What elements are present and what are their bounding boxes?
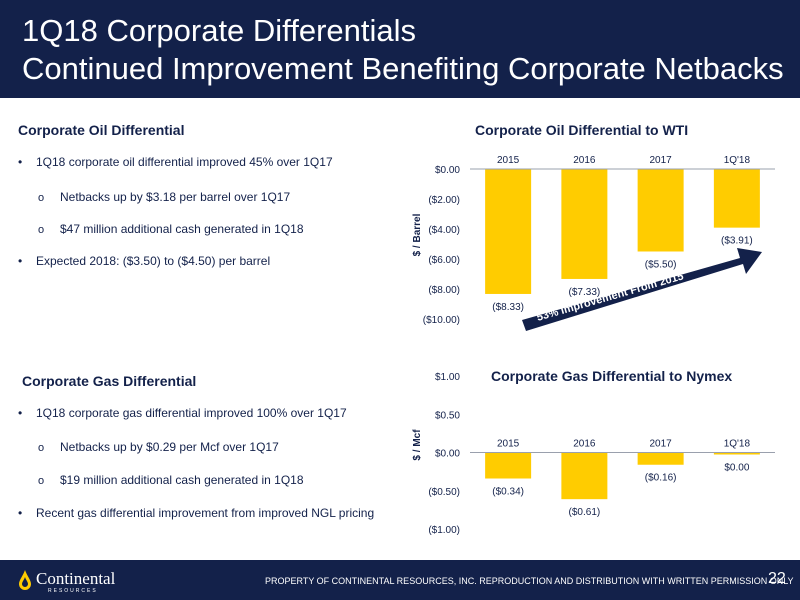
sub-marker: o	[38, 192, 45, 204]
page-number: 22	[768, 570, 786, 587]
category-label: 1Q'18	[724, 439, 751, 450]
bar	[561, 452, 608, 500]
data-label: ($0.34)	[492, 487, 524, 498]
bar	[485, 452, 532, 479]
bullet-marker: •	[18, 406, 23, 420]
y-axis-label: $ / Mcf	[412, 429, 423, 461]
bar	[713, 169, 760, 228]
category-label: 2016	[573, 439, 596, 450]
y-tick-label: ($2.00)	[428, 195, 460, 206]
bar	[561, 169, 608, 279]
y-tick-label: ($0.50)	[428, 487, 460, 498]
oil-sub-2: o $47 million additional cash generated i…	[38, 222, 304, 236]
data-label: ($3.91)	[721, 236, 753, 247]
y-tick-label: ($8.00)	[428, 285, 460, 296]
y-tick-label: ($1.00)	[428, 525, 460, 536]
y-tick-label: $0.00	[435, 165, 460, 176]
gas-sub-1: o Netbacks up by $0.29 per Mcf over 1Q17	[38, 440, 279, 454]
y-tick-label: $1.00	[435, 372, 460, 383]
oil-bullet-2-text: Expected 2018: ($3.50) to ($4.50) per ba…	[36, 254, 271, 268]
oil-bullet-1: • 1Q18 corporate oil differential improve…	[18, 155, 333, 169]
gas-section-title: Corporate Gas Differential	[22, 373, 197, 389]
data-label: ($8.33)	[492, 302, 524, 313]
gas-sub-2: o $19 million additional cash generated i…	[38, 473, 304, 487]
gas-bullet-2-text: Recent gas differential improvement from…	[36, 506, 375, 520]
gas-bullet-2: • Recent gas differential improvement fro…	[18, 506, 374, 520]
oil-sub-2-text: $47 million additional cash generated in…	[60, 222, 304, 236]
data-label: $0.00	[724, 463, 749, 474]
footer-bar: Continental RESOURCES PROPERTY OF CONTIN…	[0, 560, 800, 600]
bar	[637, 452, 684, 465]
oil-section-title: Corporate Oil Differential	[18, 122, 185, 138]
gas-bullet-1-text: 1Q18 corporate gas differential improved…	[36, 406, 347, 420]
y-tick-label: $0.00	[435, 449, 460, 460]
oil-sub-1-text: Netbacks up by $3.18 per barrel over 1Q1…	[60, 190, 291, 204]
gas-sub-1-text: Netbacks up by $0.29 per Mcf over 1Q17	[60, 440, 279, 454]
bar	[485, 169, 532, 294]
y-tick-label: $0.50	[435, 410, 460, 421]
logo-subtext: RESOURCES	[48, 588, 98, 594]
y-tick-label: ($6.00)	[428, 255, 460, 266]
gas-bullet-1: • 1Q18 corporate gas differential improve…	[18, 406, 347, 420]
oil-chart-title: Corporate Oil Differential to WTI	[475, 122, 689, 138]
category-label: 2016	[573, 155, 596, 166]
data-label: ($0.16)	[645, 473, 677, 484]
logo-wordmark: Continental	[36, 569, 116, 588]
page-title-line1: 1Q18 Corporate Differentials	[22, 13, 417, 48]
bullet-marker: •	[18, 254, 23, 268]
data-label: ($7.33)	[569, 287, 601, 298]
page-title-line2: Continued Improvement Benefiting Corpora…	[22, 51, 784, 86]
oil-sub-1: o Netbacks up by $3.18 per barrel over 1Q…	[38, 190, 290, 204]
category-label: 2017	[650, 155, 673, 166]
y-tick-label: ($10.00)	[423, 315, 460, 326]
header-banner: 1Q18 Corporate Differentials Continued I…	[0, 0, 800, 98]
sub-marker: o	[38, 475, 45, 487]
bar	[637, 169, 684, 252]
bar	[713, 452, 760, 455]
category-label: 2017	[650, 439, 673, 450]
gas-chart-title: Corporate Gas Differential to Nymex	[491, 368, 733, 384]
bullet-marker: •	[18, 155, 23, 169]
category-label: 1Q'18	[724, 155, 751, 166]
oil-drop-icon	[19, 570, 31, 590]
oil-bullet-1-text: 1Q18 corporate oil differential improved…	[36, 155, 333, 169]
category-label: 2015	[497, 155, 520, 166]
improvement-arrow	[522, 248, 762, 331]
data-label: ($5.50)	[645, 260, 677, 271]
y-axis-label: $ / Barrel	[412, 213, 423, 256]
bullet-marker: •	[18, 506, 23, 520]
copyright-notice: PROPERTY OF CONTINENTAL RESOURCES, INC. …	[265, 576, 794, 586]
sub-marker: o	[38, 224, 45, 236]
y-tick-label: ($4.00)	[428, 225, 460, 236]
sub-marker: o	[38, 442, 45, 454]
data-label: ($0.61)	[569, 507, 601, 518]
category-label: 2015	[497, 439, 520, 450]
oil-bullet-2: • Expected 2018: ($3.50) to ($4.50) per b…	[18, 254, 270, 268]
company-logo: Continental RESOURCES	[18, 566, 138, 596]
gas-sub-2-text: $19 million additional cash generated in…	[60, 473, 304, 487]
